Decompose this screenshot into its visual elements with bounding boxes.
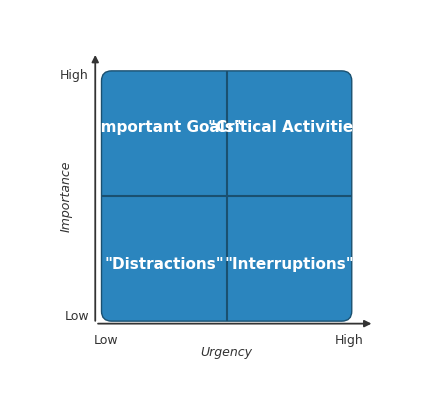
Text: "Important Goals": "Important Goals" xyxy=(86,120,242,135)
Text: Low: Low xyxy=(94,334,119,347)
Text: High: High xyxy=(335,334,364,347)
Text: Importance: Importance xyxy=(60,160,73,232)
Text: Low: Low xyxy=(64,310,89,323)
Text: "Distractions": "Distractions" xyxy=(104,258,224,272)
Text: "Critical Activities": "Critical Activities" xyxy=(208,120,370,135)
Text: Urgency: Urgency xyxy=(201,346,253,359)
Text: High: High xyxy=(60,69,89,82)
FancyBboxPatch shape xyxy=(101,71,352,321)
Text: "Interruptions": "Interruptions" xyxy=(224,258,354,272)
